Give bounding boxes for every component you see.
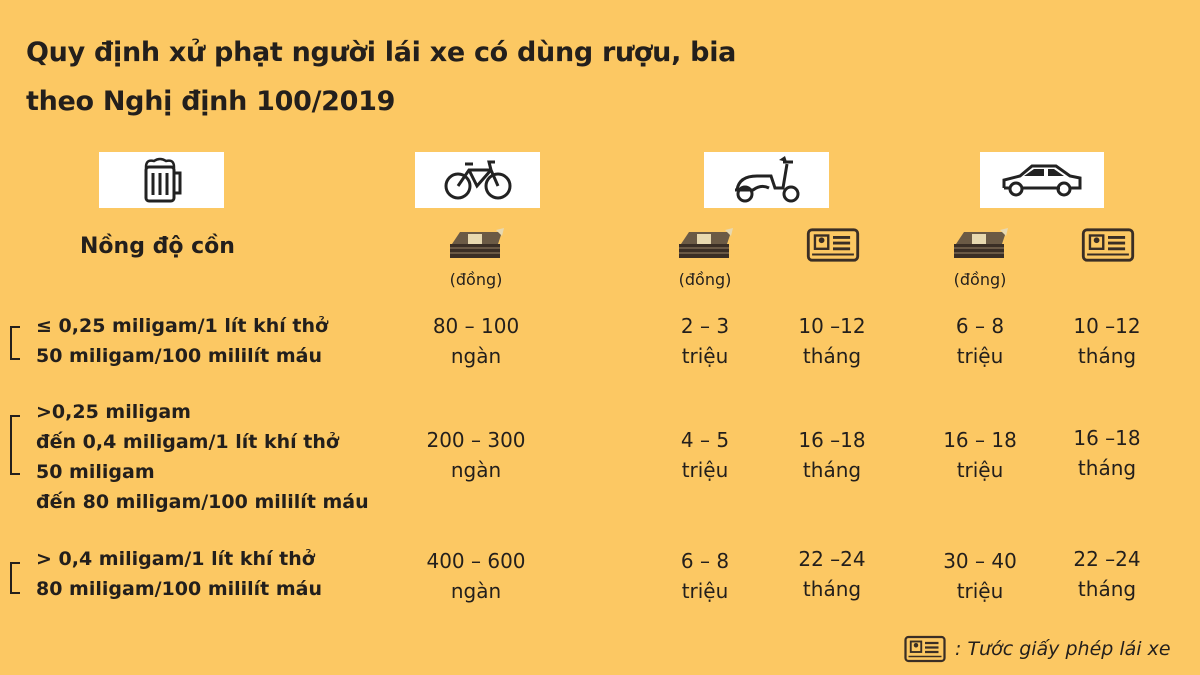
concentration-label: >0,25 miligam đến 0,4 miligam/1 lít khí t… [36, 401, 369, 513]
money-icon [449, 227, 505, 259]
row-bracket [10, 326, 20, 360]
license-icon [1081, 228, 1135, 262]
car-icon-box [980, 152, 1104, 208]
page-title: Quy định xử phạt người lái xe có dùng rư… [26, 28, 736, 126]
bike-fine: 80 – 100 ngàn [432, 314, 520, 368]
currency-label: (đồng) [449, 270, 503, 289]
moto-license: 16 –18 tháng [798, 428, 866, 482]
car-fine: 16 – 18 triệu [943, 428, 1017, 482]
moto-fine: 2 – 3 triệu [680, 314, 730, 368]
bike-fine: 400 – 600 ngàn [426, 549, 526, 603]
currency-label: (đồng) [953, 270, 1007, 289]
moto-license: 10 –12 tháng [798, 314, 866, 368]
car-license: 10 –12 tháng [1073, 314, 1141, 368]
car-fine: 6 – 8 triệu [955, 314, 1005, 368]
row-bracket [10, 562, 20, 594]
row-bracket [10, 415, 20, 475]
scooter-icon [734, 156, 799, 203]
car-fine: 30 – 40 triệu [943, 549, 1017, 603]
moto-fine: 6 – 8 triệu [680, 549, 730, 603]
beer-icon [144, 157, 181, 203]
bicycle-icon [444, 160, 511, 200]
footnote: : Tước giấy phép lái xe [903, 634, 1171, 664]
title-line-2: theo Nghị định 100/2019 [26, 86, 396, 117]
moto-fine: 4 – 5 triệu [680, 428, 730, 482]
moto-license: 22 –24 tháng [798, 547, 866, 601]
label-line: 50 miligam/100 mililít máu [36, 345, 323, 367]
currency-label: (đồng) [678, 270, 732, 289]
concentration-header: Nồng độ cồn [80, 234, 235, 259]
scooter-icon-box [704, 152, 829, 208]
beer-icon-box [99, 152, 224, 208]
license-icon [904, 635, 946, 663]
money-icon [953, 227, 1009, 259]
label-line: ≤ 0,25 miligam/1 lít khí thở [36, 315, 329, 337]
car-license: 22 –24 tháng [1073, 547, 1141, 601]
car-license: 16 –18 tháng [1073, 426, 1141, 480]
concentration-label: ≤ 0,25 miligam/1 lít khí thở 50 miligam/… [36, 311, 328, 371]
license-icon [806, 228, 860, 262]
money-icon [678, 227, 734, 259]
car-icon [1002, 164, 1082, 197]
concentration-label: > 0,4 miligam/1 lít khí thở 80 miligam/10… [36, 548, 323, 600]
title-line-1: Quy định xử phạt người lái xe có dùng rư… [26, 37, 737, 68]
bicycle-icon-box [415, 152, 540, 208]
bike-fine: 200 – 300 ngàn [426, 428, 526, 482]
footnote-text: : Tước giấy phép lái xe [955, 638, 1171, 660]
